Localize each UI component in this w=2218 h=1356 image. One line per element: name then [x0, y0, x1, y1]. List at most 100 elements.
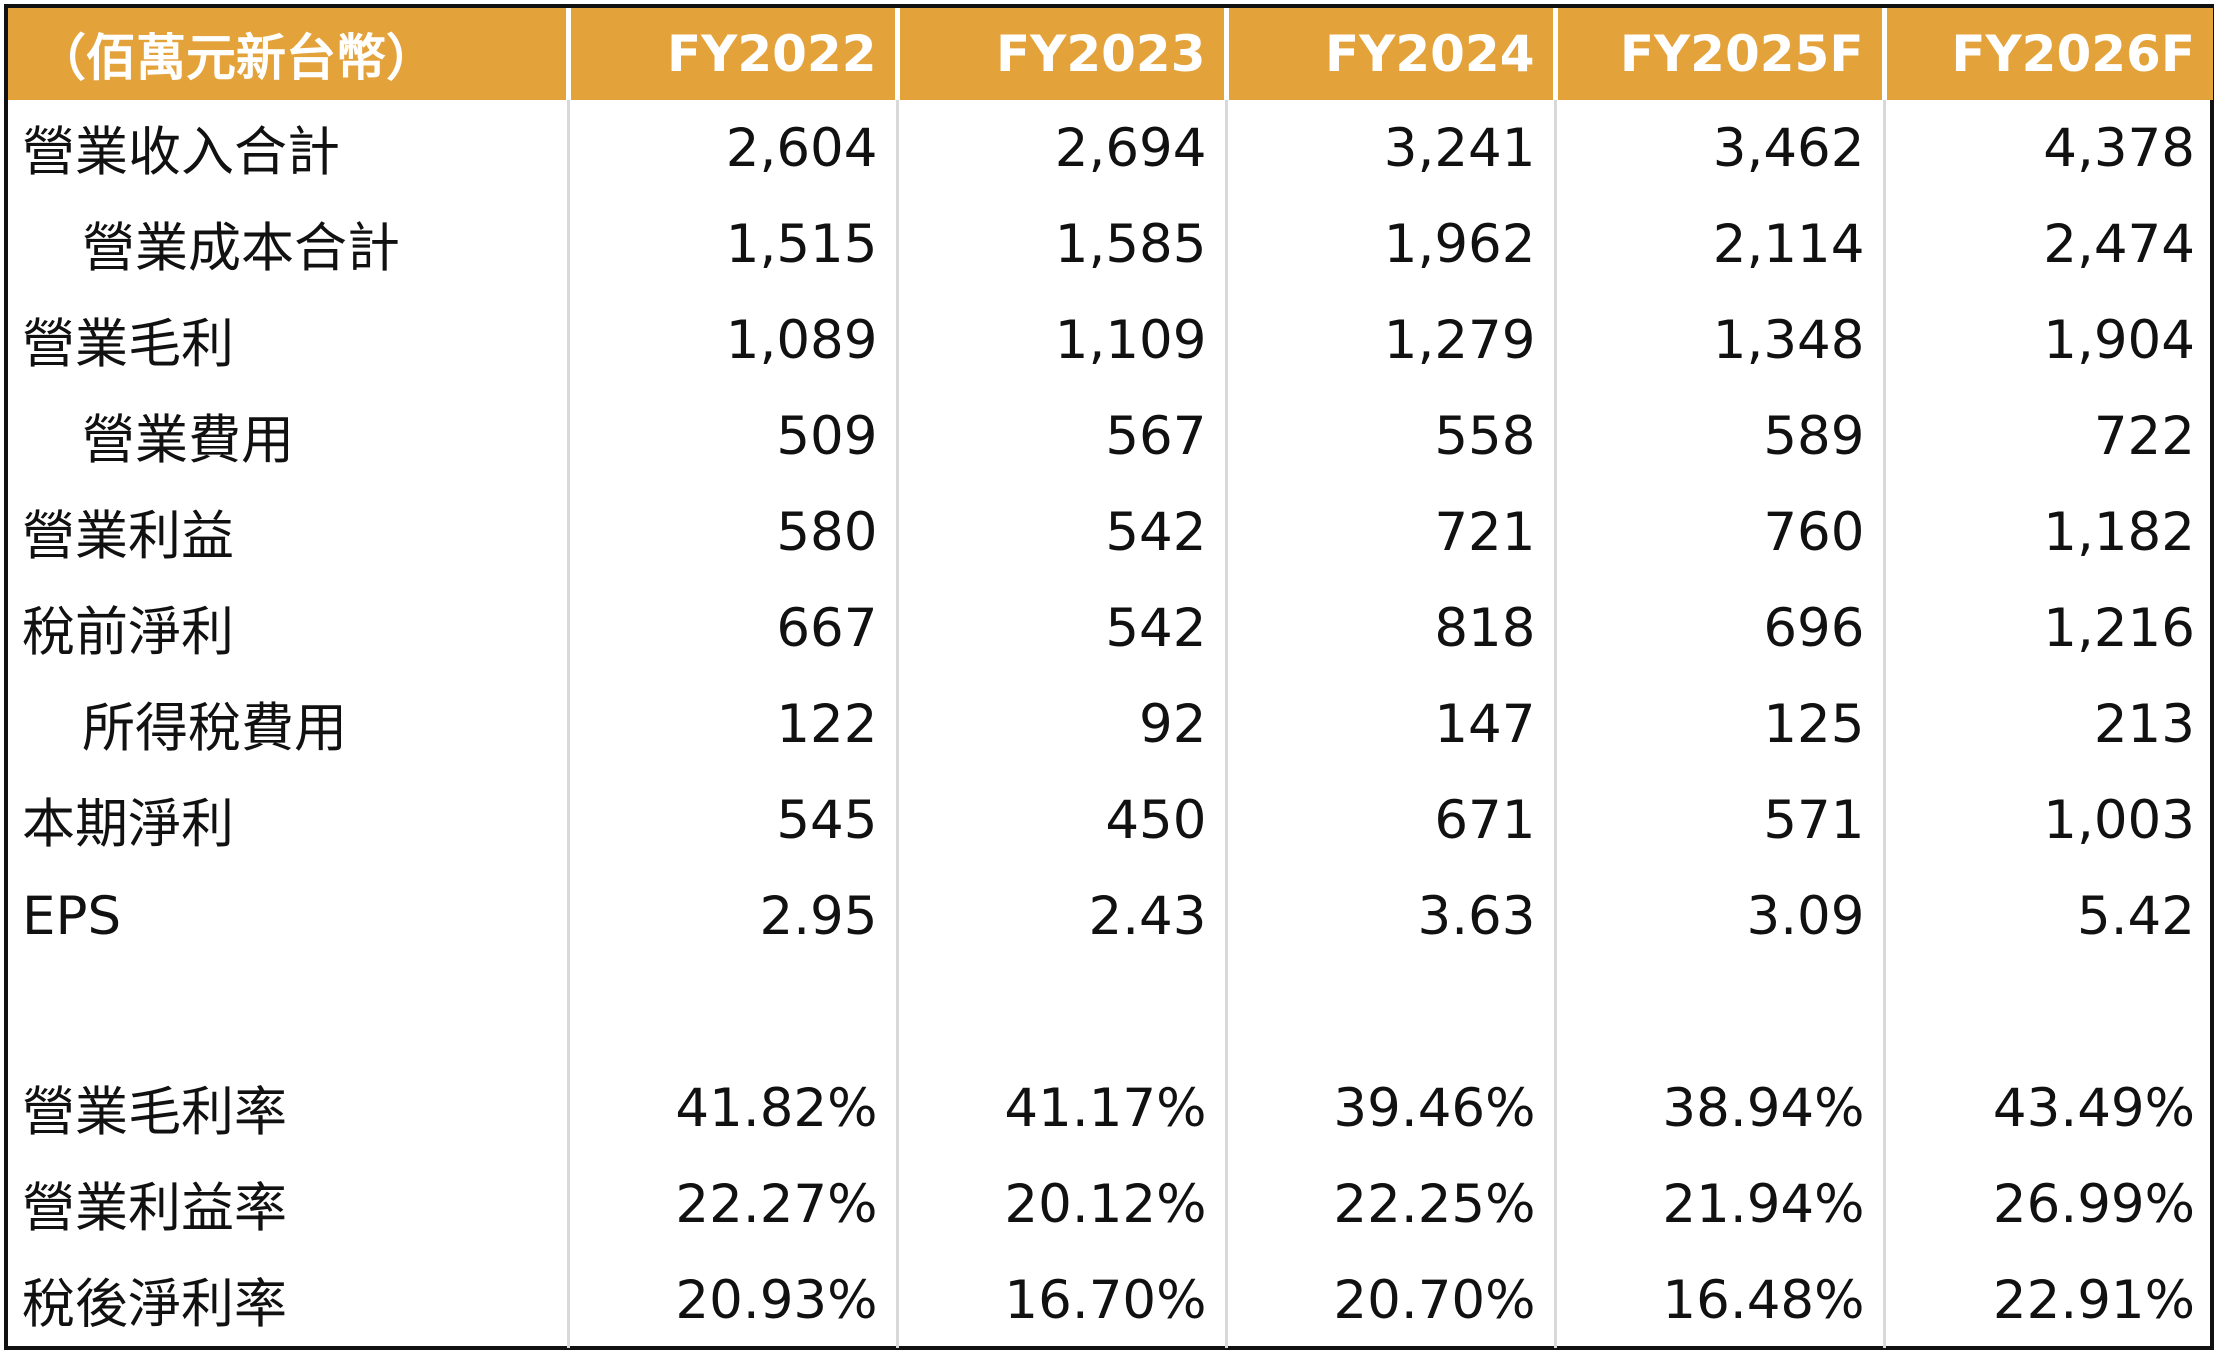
row-label: 營業收入合計 — [8, 100, 570, 196]
row-label: 營業費用 — [8, 388, 570, 484]
value-cell: 125 — [1555, 676, 1886, 772]
value-cell: 26.99% — [1992, 1173, 2195, 1235]
table-row: EPS 2.95 2.43 3.63 3.09 5.42 — [8, 868, 2213, 964]
value-cell: 4,378 — [2043, 117, 2195, 179]
value-cell: 43.49% — [1992, 1077, 2195, 1139]
table-row: 營業收入合計 2,604 2,694 3,241 3,462 4,378 — [8, 100, 2213, 196]
value-cell: 1,182 — [2043, 501, 2195, 563]
year-column-header: FY2024 — [1226, 8, 1558, 100]
value-cell: 558 — [1226, 388, 1557, 484]
value-cell: 2.95 — [568, 868, 899, 964]
value-cell: 571 — [1555, 772, 1886, 868]
value-cell: 41.17% — [897, 1060, 1228, 1156]
table-row: 營業毛利率 41.82% 41.17% 39.46% 38.94% 43.49% — [8, 1060, 2213, 1156]
value-cell: 92 — [897, 676, 1228, 772]
financial-table: （佰萬元新台幣） FY2022 FY2023 FY2024 FY2025F FY2026F… — [8, 8, 2213, 1348]
value-cell: 1,904 — [2043, 309, 2195, 371]
value-cell: 760 — [1555, 484, 1886, 580]
value-cell — [897, 964, 1228, 1060]
value-cell: 667 — [568, 580, 899, 676]
value-cell — [1555, 964, 1886, 1060]
value-cell: 589 — [1555, 388, 1886, 484]
table-header-row: （佰萬元新台幣） FY2022 FY2023 FY2024 FY2025F FY2026F — [8, 8, 2213, 100]
table-body: 營業收入合計 2,604 2,694 3,241 3,462 4,378 營業成本合計 1,5… — [8, 100, 2213, 1348]
unit-label-header: （佰萬元新台幣） — [8, 8, 571, 100]
value-cell: 16.70% — [897, 1252, 1228, 1348]
value-cell: 2,604 — [568, 100, 899, 196]
row-label: 營業利益率 — [8, 1156, 570, 1252]
value-cell: 1,585 — [897, 196, 1228, 292]
value-cell: 818 — [1226, 580, 1557, 676]
value-cell: 213 — [2093, 693, 2195, 755]
value-cell: 122 — [568, 676, 899, 772]
value-cell: 20.70% — [1226, 1252, 1557, 1348]
table-row: 營業利益率 22.27% 20.12% 22.25% 21.94% 26.99% — [8, 1156, 2213, 1252]
value-cell: 41.82% — [568, 1060, 899, 1156]
value-cell: 3,241 — [1226, 100, 1557, 196]
value-cell: 38.94% — [1555, 1060, 1886, 1156]
table-row: 稅後淨利率 20.93% 16.70% 20.70% 16.48% 22.91% — [8, 1252, 2213, 1348]
financial-table-frame: （佰萬元新台幣） FY2022 FY2023 FY2024 FY2025F FY2026F… — [4, 4, 2214, 1350]
row-label: 稅前淨利 — [8, 580, 570, 676]
year-column-header: FY2022 — [568, 8, 900, 100]
value-cell: 1,216 — [2043, 597, 2195, 659]
table-row: 營業利益 580 542 721 760 1,182 — [8, 484, 2213, 580]
value-cell: 567 — [897, 388, 1228, 484]
value-cell: 2,114 — [1555, 196, 1886, 292]
value-cell: 1,089 — [568, 292, 899, 388]
year-column-header: FY2023 — [897, 8, 1229, 100]
value-cell: 509 — [568, 388, 899, 484]
table-row: 營業費用 509 567 558 589 722 — [8, 388, 2213, 484]
value-cell: 721 — [1226, 484, 1557, 580]
value-cell: 1,348 — [1555, 292, 1886, 388]
value-cell: 542 — [897, 484, 1228, 580]
value-cell: 580 — [568, 484, 899, 580]
value-cell: 2.43 — [897, 868, 1228, 964]
value-cell: 1,279 — [1226, 292, 1557, 388]
value-cell: 3.63 — [1226, 868, 1557, 964]
value-cell: 20.93% — [568, 1252, 899, 1348]
value-cell: 1,962 — [1226, 196, 1557, 292]
value-cell: 21.94% — [1555, 1156, 1886, 1252]
spacer-row — [8, 964, 2213, 1060]
value-cell — [568, 964, 899, 1060]
value-cell: 1,003 — [2043, 789, 2195, 851]
row-label: 營業成本合計 — [8, 196, 570, 292]
table-row: 營業成本合計 1,515 1,585 1,962 2,114 2,474 — [8, 196, 2213, 292]
value-cell — [1884, 964, 2213, 1060]
row-label: 營業利益 — [8, 484, 570, 580]
value-cell: 147 — [1226, 676, 1557, 772]
value-cell: 696 — [1555, 580, 1886, 676]
value-cell: 450 — [897, 772, 1228, 868]
value-cell: 22.25% — [1226, 1156, 1557, 1252]
table-row: 本期淨利 545 450 671 571 1,003 — [8, 772, 2213, 868]
value-cell: 3,462 — [1555, 100, 1886, 196]
year-column-header: FY2026F — [1884, 8, 2213, 100]
row-label: EPS — [8, 868, 570, 964]
row-label: 營業毛利率 — [8, 1060, 570, 1156]
row-label: 營業毛利 — [8, 292, 570, 388]
table-row: 所得稅費用 122 92 147 125 213 — [8, 676, 2213, 772]
value-cell: 16.48% — [1555, 1252, 1886, 1348]
value-cell: 1,515 — [568, 196, 899, 292]
value-cell: 2,474 — [2043, 213, 2195, 275]
table-row: 營業毛利 1,089 1,109 1,279 1,348 1,904 — [8, 292, 2213, 388]
value-cell: 22.91% — [1992, 1269, 2195, 1331]
value-cell: 2,694 — [897, 100, 1228, 196]
row-label: 本期淨利 — [8, 772, 570, 868]
year-column-header: FY2025F — [1555, 8, 1887, 100]
value-cell: 1,109 — [897, 292, 1228, 388]
value-cell: 722 — [2093, 405, 2195, 467]
value-cell: 3.09 — [1555, 868, 1886, 964]
value-cell: 5.42 — [2076, 885, 2195, 947]
row-label: 稅後淨利率 — [8, 1252, 570, 1348]
row-label: 所得稅費用 — [8, 676, 570, 772]
value-cell — [1226, 964, 1557, 1060]
value-cell: 22.27% — [568, 1156, 899, 1252]
value-cell: 20.12% — [897, 1156, 1228, 1252]
row-label — [8, 964, 570, 1060]
value-cell: 545 — [568, 772, 899, 868]
value-cell: 671 — [1226, 772, 1557, 868]
value-cell: 542 — [897, 580, 1228, 676]
value-cell: 39.46% — [1226, 1060, 1557, 1156]
